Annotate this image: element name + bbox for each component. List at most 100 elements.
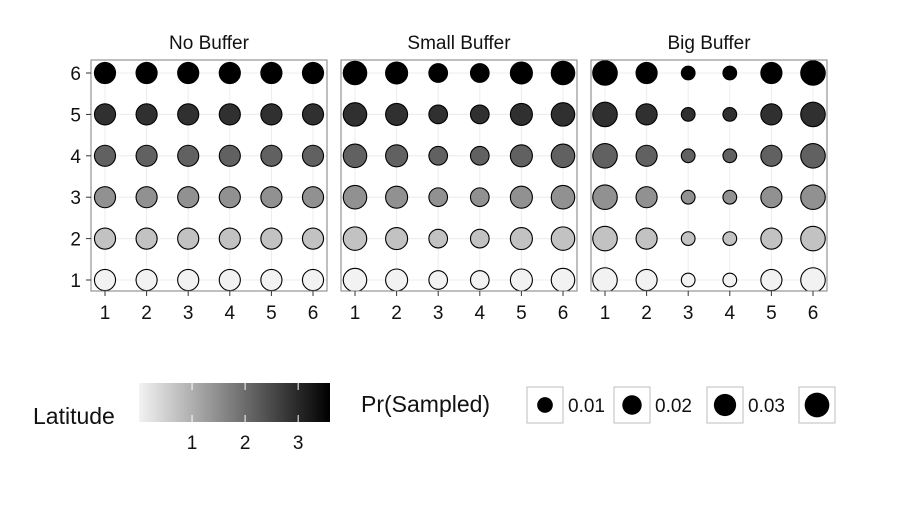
data-point [428,228,449,249]
data-point [342,102,368,127]
x-tick-label: 6 [808,303,819,324]
size-legend-key [613,386,651,424]
data-point [260,186,283,209]
colorbar-tick-label: 2 [240,433,251,454]
x-tick-label: 6 [308,303,319,324]
data-point [760,144,783,167]
data-point [385,61,409,85]
data-point [680,106,696,122]
colorbar-tick-label: 3 [293,433,304,454]
data-point [550,143,576,169]
data-point [385,227,409,251]
data-point [592,142,618,169]
data-point [635,227,658,250]
x-tick-label: 5 [516,303,527,324]
data-point [218,227,241,250]
data-point [135,144,158,167]
data-point [301,186,325,209]
x-tick-label: 4 [475,303,486,324]
data-point [722,106,738,122]
data-point [635,268,658,291]
size-legend-dot [804,392,830,418]
data-point [469,63,490,83]
x-tick-label: 4 [725,303,736,324]
y-tick-label: 1 [70,271,81,292]
data-point [177,103,200,126]
data-point [385,102,409,126]
panel-1: No Buffer [90,33,328,292]
facet-panels: No Buffer Small Buffer Big Buffer [90,33,828,292]
data-point [428,187,449,208]
data-point [509,102,533,126]
data-point [218,186,241,209]
y-tick-label: 4 [70,147,81,168]
data-point [800,267,826,291]
size-legend-dot [537,397,553,413]
data-point [635,186,658,209]
data-point [722,148,738,164]
points [93,61,325,291]
x-tick-label: 2 [141,303,152,324]
panel-title: Big Buffer [667,33,751,54]
data-point [385,185,409,209]
fill-colorbar [139,383,330,422]
colorbar-tick-label: 1 [187,433,198,454]
data-point [722,231,738,247]
data-point [800,225,826,252]
data-point [760,227,783,250]
data-point [550,267,576,291]
data-point [428,145,449,166]
y-tick-label: 3 [70,188,81,209]
x-tick-label: 2 [391,303,402,324]
panel-3: Big Buffer [590,33,828,292]
data-point [385,144,409,168]
size-legend-item [798,386,836,424]
size-legend-dot [713,393,737,417]
data-point [385,268,409,291]
data-point [93,103,117,126]
data-point [177,61,200,85]
x-tick-label: 2 [641,303,652,324]
points [342,60,576,291]
data-point [469,145,490,166]
y-tick-label: 2 [70,230,81,251]
data-point [301,144,325,167]
data-point [428,270,449,290]
data-point [93,268,117,291]
data-point [428,104,449,125]
data-point [93,144,117,167]
data-point [218,61,241,85]
data-point [680,231,696,247]
data-point [680,189,696,205]
data-point [550,184,576,210]
data-point [177,144,200,167]
x-tick-label: 3 [683,303,694,324]
x-tick-label: 6 [558,303,569,324]
data-point [93,186,117,209]
data-point [635,103,658,126]
data-point [177,268,200,291]
data-point [469,104,490,125]
data-point [93,61,117,85]
data-point [218,103,241,126]
data-point [509,144,533,168]
data-point [135,186,158,209]
y-tick-label: 6 [70,64,81,85]
data-point [722,65,738,81]
fill-legend-title: Latitude [33,403,115,429]
panel-border [340,59,578,292]
data-point [135,103,158,126]
x-tick-label: 1 [100,303,111,324]
data-point [760,186,783,209]
data-point [469,270,490,290]
data-point [469,228,490,249]
panel-border [90,59,328,292]
panel-background [90,59,328,292]
data-point [301,227,325,250]
data-point [550,102,576,127]
data-point [635,61,658,85]
x-tick-label: 1 [350,303,361,324]
panel-title: Small Buffer [407,33,511,54]
panel-2: Small Buffer [340,33,578,292]
